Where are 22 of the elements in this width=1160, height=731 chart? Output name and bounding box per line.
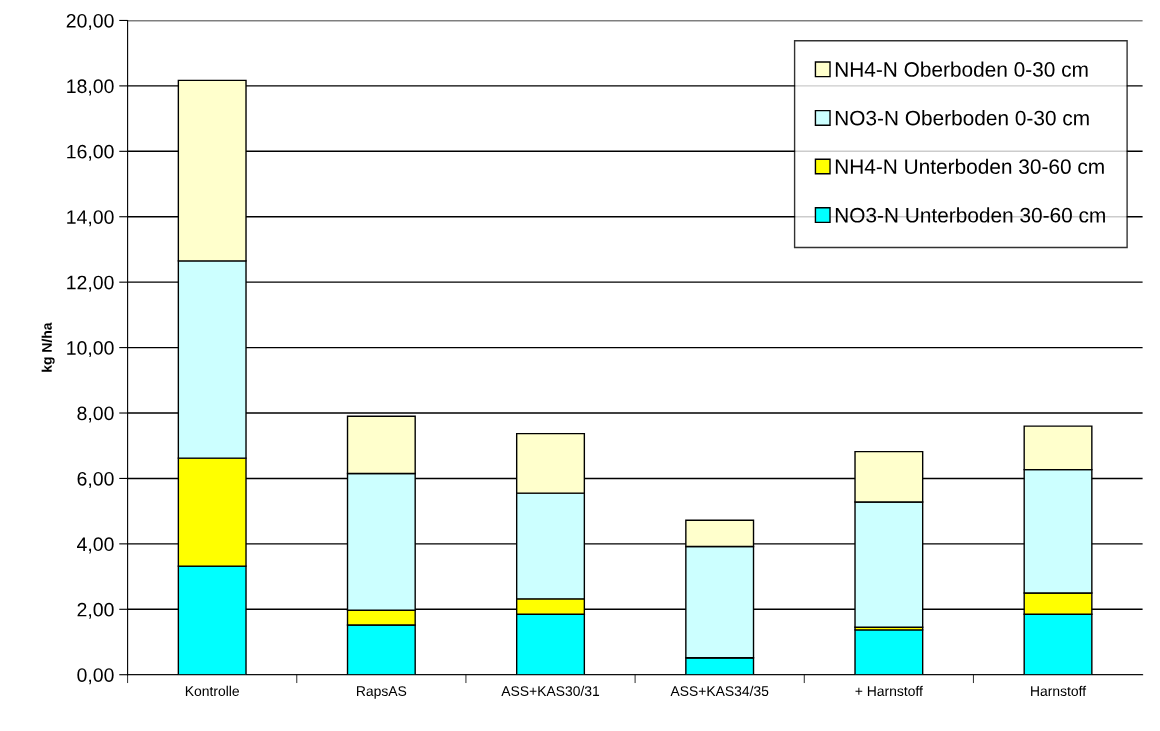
x-tick-label: Harnstoff bbox=[1031, 685, 1087, 697]
x-tick-label: Kontrolle bbox=[185, 685, 239, 697]
y-axis-title: kg N/ha bbox=[41, 322, 55, 372]
y-tick-label: 4,00 bbox=[77, 537, 114, 554]
y-tick-label: 14,00 bbox=[67, 210, 114, 227]
y-tick-label: 8,00 bbox=[77, 406, 114, 423]
x-tick-label: ASS+KAS34/35 bbox=[670, 685, 769, 697]
y-tick-label: 12,00 bbox=[67, 275, 114, 292]
y-tick-label: 0,00 bbox=[77, 668, 114, 685]
x-tick-label: ASS+KAS30/31 bbox=[501, 685, 600, 697]
legend-label: NH4-N Oberboden 0-30 cm bbox=[835, 61, 1088, 77]
legend-label: NH4-N Unterboden 30-60 cm bbox=[835, 158, 1104, 175]
y-tick-label: 18,00 bbox=[67, 79, 114, 96]
legend-label: NO3-N Unterboden 30-60 cm bbox=[835, 207, 1105, 223]
y-tick-label: 20,00 bbox=[66, 13, 114, 30]
legend-label: NO3-N Oberboden 0-30 cm bbox=[835, 110, 1089, 126]
y-tick-label: 10,00 bbox=[67, 341, 114, 358]
y-tick-label: 2,00 bbox=[77, 602, 114, 619]
x-tick-label: + Harnstoff bbox=[855, 685, 923, 697]
y-tick-label: 16,00 bbox=[67, 144, 114, 161]
y-tick-label: 6,00 bbox=[77, 471, 114, 488]
x-tick-label: RapsAS bbox=[357, 686, 407, 699]
